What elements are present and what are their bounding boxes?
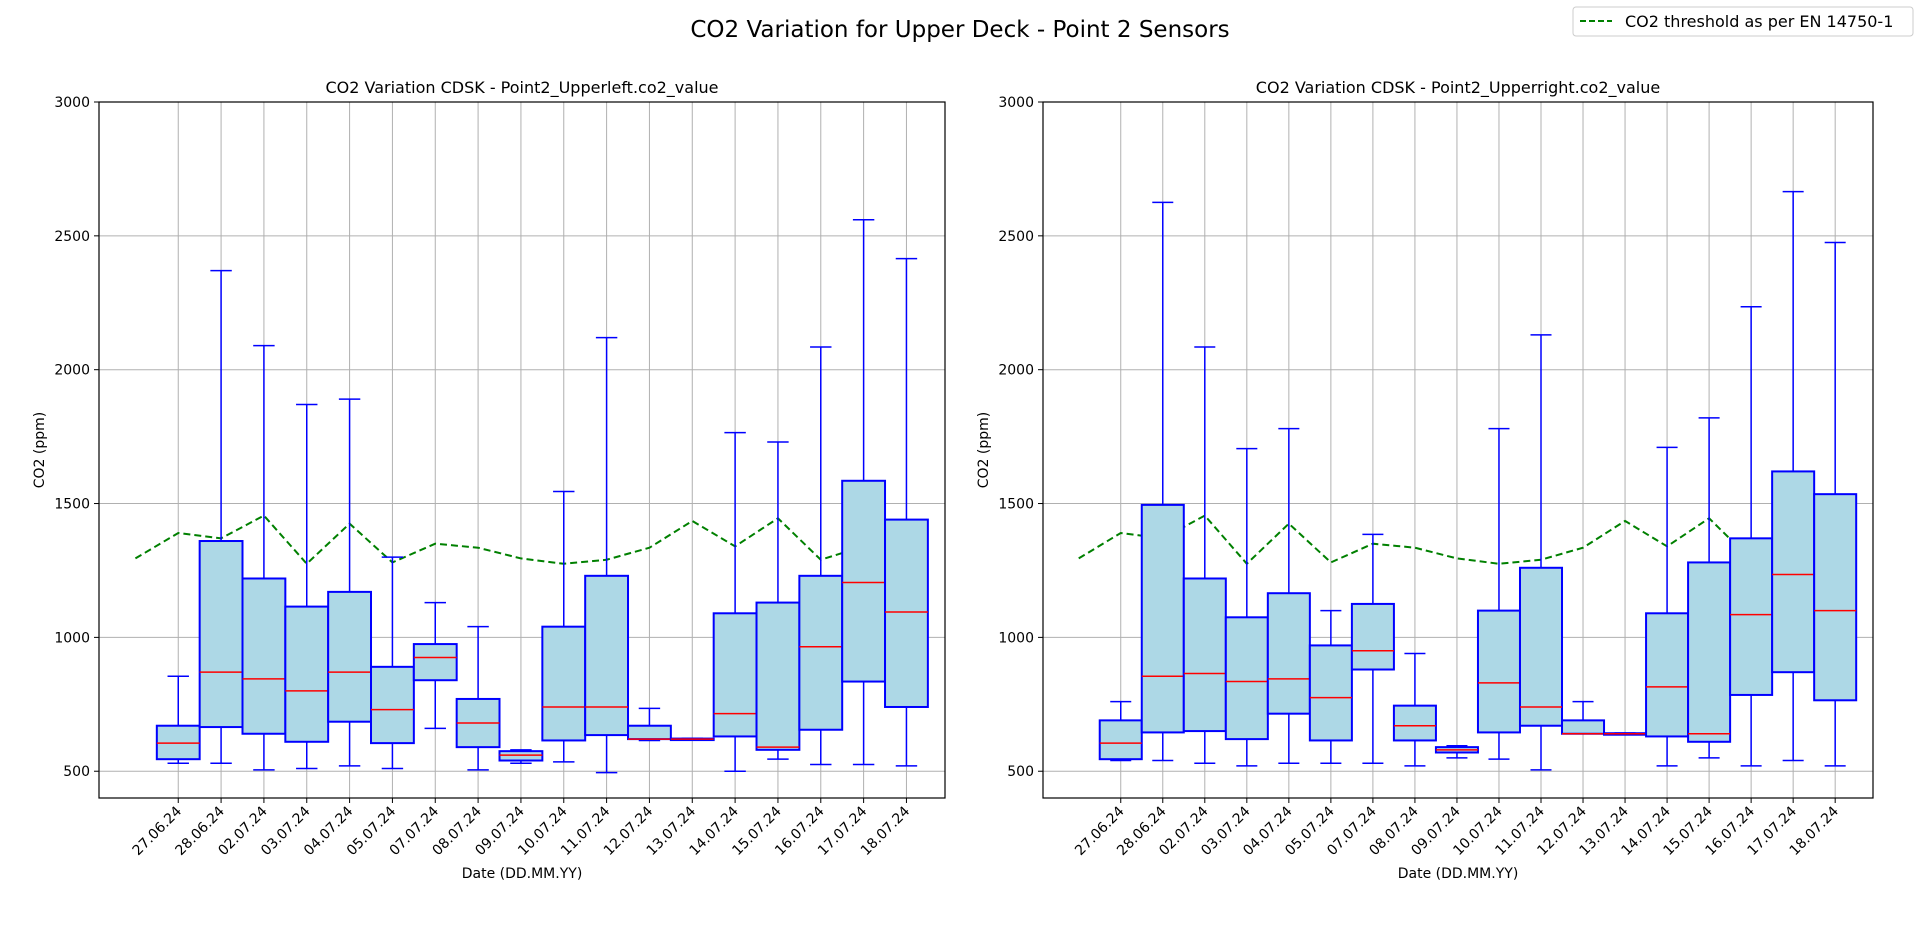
box-11.07.24 <box>1518 334 1564 771</box>
legend: CO2 threshold as per EN 14750-1 <box>1572 6 1914 37</box>
box-body <box>1098 719 1143 761</box>
axes-upperleft: 5001000150020002500300027.06.2428.06.240… <box>32 78 946 882</box>
box-28.06.24 <box>1140 201 1185 762</box>
axes-frame <box>1042 101 1874 799</box>
box-body <box>1813 493 1858 702</box>
y-tick-label: 1500 <box>998 497 1034 513</box>
box-27.06.24 <box>1098 700 1143 762</box>
y-tick-label: 2500 <box>998 229 1034 245</box>
box-body <box>1350 602 1395 671</box>
x-axis-label: Date (DD.MM.YY) <box>1398 866 1519 882</box>
box-body <box>198 540 244 729</box>
box-05.07.24 <box>370 556 415 770</box>
y-tick-label: 3000 <box>998 95 1034 111</box>
axes-frame <box>98 101 946 799</box>
box-body <box>755 601 801 751</box>
y-axis-label: CO2 (ppm) <box>976 412 992 489</box>
box-17.07.24 <box>841 219 887 766</box>
box-17.07.24 <box>1771 190 1816 762</box>
box-body <box>241 577 287 735</box>
box-13.07.24 <box>669 737 715 742</box>
box-02.07.24 <box>241 344 287 771</box>
box-11.07.24 <box>584 336 630 774</box>
box-body <box>327 590 373 723</box>
box-body <box>584 574 630 737</box>
box-08.07.24 <box>455 625 501 771</box>
box-18.07.24 <box>884 257 929 767</box>
box-body <box>1729 537 1774 696</box>
box-05.07.24 <box>1308 609 1353 764</box>
y-tick-label: 1000 <box>54 630 90 646</box>
box-body <box>1224 616 1269 741</box>
box-03.07.24 <box>284 403 330 770</box>
box-10.07.24 <box>541 490 587 763</box>
box-07.07.24 <box>1350 533 1395 764</box>
box-body <box>412 643 458 682</box>
box-13.07.24 <box>1603 732 1648 736</box>
box-body <box>1518 566 1564 727</box>
box-08.07.24 <box>1392 652 1437 767</box>
axes-upperright: 5001000150020002500300027.06.2428.06.240… <box>976 78 1874 882</box>
box-14.07.24 <box>712 431 758 772</box>
legend-frame <box>1572 6 1914 37</box>
box-12.07.24 <box>627 707 672 742</box>
box-16.07.24 <box>798 346 844 766</box>
box-body <box>1476 609 1521 734</box>
box-body <box>1140 503 1185 734</box>
axes-title: CO2 Variation CDSK - Point2_Upperleft.co… <box>325 78 718 98</box>
y-tick-label: 2000 <box>54 363 90 379</box>
box-body <box>841 479 887 683</box>
box-body <box>1308 644 1353 742</box>
box-body <box>1266 592 1311 715</box>
box-12.07.24 <box>1561 700 1606 735</box>
x-axis-label: Date (DD.MM.YY) <box>462 866 583 882</box>
box-body <box>884 518 929 708</box>
box-28.06.24 <box>198 269 244 764</box>
y-tick-label: 500 <box>63 764 90 780</box>
legend-threshold-label: CO2 threshold as per EN 14750-1 <box>1625 12 1893 31</box>
box-body <box>1771 470 1816 674</box>
figure-title: CO2 Variation for Upper Deck - Point 2 S… <box>690 17 1229 43</box>
y-tick-label: 2000 <box>998 363 1034 379</box>
box-15.07.24 <box>1687 417 1732 759</box>
box-02.07.24 <box>1182 346 1227 764</box>
box-09.07.24 <box>498 749 544 764</box>
box-body <box>284 605 330 743</box>
box-body <box>1645 612 1690 738</box>
box-16.07.24 <box>1729 306 1774 767</box>
box-27.06.24 <box>155 675 201 764</box>
box-18.07.24 <box>1813 241 1858 767</box>
threshold-line <box>134 514 864 566</box>
y-tick-label: 2500 <box>54 229 90 245</box>
box-body <box>627 724 672 741</box>
y-tick-label: 500 <box>1007 764 1034 780</box>
box-body <box>712 612 758 738</box>
box-body <box>1561 719 1606 735</box>
box-body <box>541 625 587 742</box>
box-07.07.24 <box>412 601 458 730</box>
y-axis-label: CO2 (ppm) <box>32 412 48 489</box>
y-tick-label: 1500 <box>54 497 90 513</box>
box-body <box>1182 577 1227 733</box>
box-10.07.24 <box>1476 427 1521 760</box>
box-15.07.24 <box>755 441 801 760</box>
box-14.07.24 <box>1645 446 1690 767</box>
box-04.07.24 <box>327 398 373 767</box>
y-tick-label: 3000 <box>54 95 90 111</box>
axes-title: CO2 Variation CDSK - Point2_Upperright.c… <box>1256 78 1660 98</box>
box-09.07.24 <box>1434 745 1479 759</box>
box-body <box>370 665 415 745</box>
box-04.07.24 <box>1266 427 1311 764</box>
threshold-line <box>1078 514 1794 566</box>
y-tick-label: 1000 <box>998 630 1034 646</box>
box-03.07.24 <box>1224 447 1269 767</box>
box-body <box>798 574 844 731</box>
box-body <box>1687 561 1732 743</box>
box-body <box>1392 704 1437 742</box>
